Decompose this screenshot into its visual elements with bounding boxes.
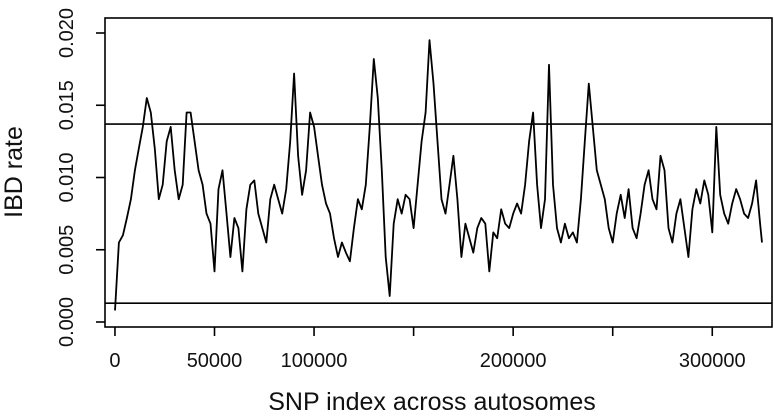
y-tick-label-4: 0.020 <box>56 8 78 58</box>
x-tick-label-1: 50000 <box>187 350 243 372</box>
series-line-0 <box>114 39 763 311</box>
y-axis: 0.000 0.005 0.010 0.015 0.020 <box>56 8 105 347</box>
x-tick-label-4: 200000 <box>480 350 547 372</box>
x-tick-label-6: 300000 <box>679 350 746 372</box>
x-axis: 0 50000 100000 200000 300000 <box>109 327 746 372</box>
y-tick-label-1: 0.005 <box>56 225 78 275</box>
x-tick-label-2: 100000 <box>281 350 348 372</box>
x-axis-title: SNP index across autosomes <box>268 388 595 416</box>
y-tick-label-2: 0.010 <box>56 152 78 202</box>
y-tick-label-3: 0.015 <box>56 80 78 130</box>
x-tick-label-0: 0 <box>109 350 120 372</box>
y-tick-label-0: 0.000 <box>56 297 78 347</box>
plot-frame <box>104 17 773 328</box>
y-axis-title: IBD rate <box>0 126 28 218</box>
plot-area <box>104 17 773 328</box>
